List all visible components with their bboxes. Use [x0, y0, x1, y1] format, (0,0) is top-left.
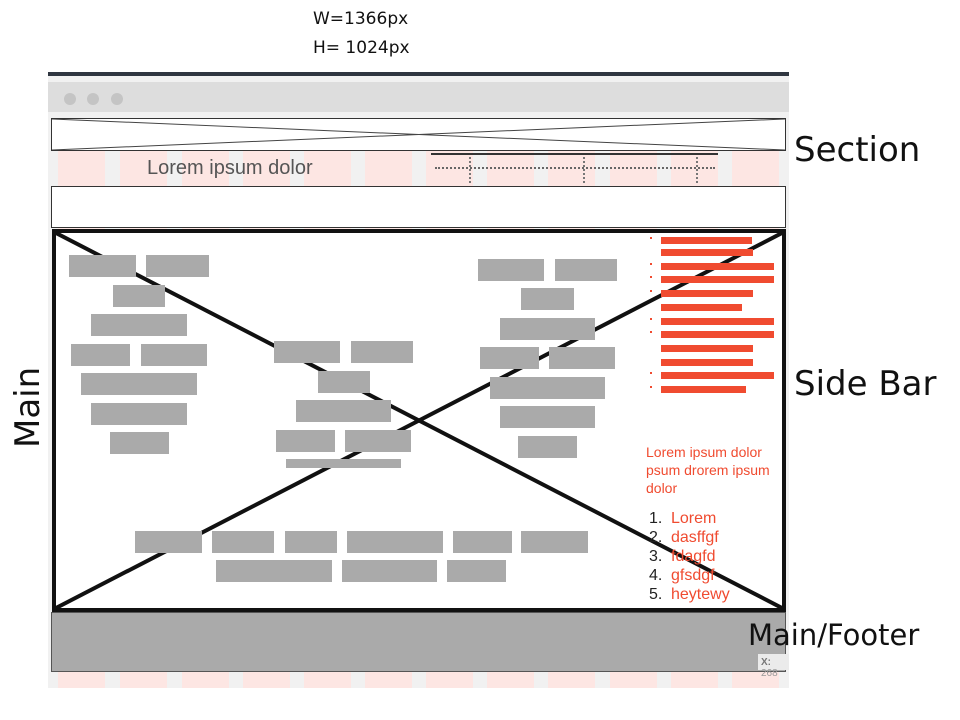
content-block [296, 400, 391, 422]
browser-titlebar [48, 82, 789, 112]
content-block [490, 377, 605, 399]
sidebar-paragraph: Lorem ipsum dolor psum drorem ipsum dolo… [646, 444, 770, 496]
content-block [345, 430, 411, 452]
main-content-area: Lorem ipsum dolor psum drorem ipsum dolo… [52, 229, 786, 612]
content-block [212, 531, 274, 553]
content-block [91, 314, 187, 336]
browser-window: Lorem ipsum dolor [48, 76, 789, 688]
content-block [276, 430, 335, 452]
header-row: Lorem ipsum dolor [48, 151, 789, 186]
coordinate-readout: X: 268 [758, 654, 789, 679]
dotted-navigation[interactable] [431, 153, 718, 183]
content-block [480, 347, 539, 369]
content-block [521, 531, 588, 553]
window-minimize-dot[interactable] [87, 93, 99, 105]
list-item[interactable]: 4. gfsdgf [649, 567, 715, 584]
header-image-placeholder [51, 118, 786, 151]
footer-label: Main/Footer [748, 618, 920, 652]
content-block [318, 371, 370, 393]
content-block [135, 531, 202, 553]
site-headline: Lorem ipsum dolor [147, 157, 313, 179]
content-block [113, 285, 165, 307]
footer-block [51, 612, 786, 672]
window-close-dot[interactable] [64, 93, 76, 105]
list-item[interactable]: 2. dasffgf [649, 529, 719, 546]
content-block [141, 344, 207, 366]
content-block [549, 347, 615, 369]
sidebar-label: Side Bar [794, 364, 937, 404]
content-block [521, 288, 574, 310]
content-block [81, 373, 197, 395]
content-block [347, 531, 443, 553]
list-item[interactable]: 1. Lorem [649, 510, 717, 527]
content-block [91, 403, 187, 425]
content-block [447, 560, 506, 582]
content-block [555, 259, 617, 281]
content-block [342, 560, 437, 582]
sidebar-numbered-list: 1. Lorem 2. dasffgf 3. fdagfd 4. gfsdgf 5. he… [649, 509, 730, 604]
content-block [478, 259, 544, 281]
content-block [69, 255, 136, 277]
browser-top-border [48, 72, 789, 76]
height-annotation: H= 1024px [313, 38, 410, 58]
content-block [71, 344, 130, 366]
section-box [51, 186, 786, 228]
section-label: Section [794, 130, 921, 170]
content-block [216, 560, 332, 582]
list-item[interactable]: 3. fdagfd [649, 548, 716, 565]
content-block [500, 406, 595, 428]
content-block [500, 318, 595, 340]
main-label: Main [8, 366, 48, 448]
content-block [285, 531, 337, 553]
content-block [146, 255, 209, 277]
content-block [274, 341, 340, 363]
window-maximize-dot[interactable] [111, 93, 123, 105]
content-block [453, 531, 512, 553]
list-item[interactable]: 5. heytewy [649, 586, 730, 603]
content-block [286, 459, 401, 468]
width-annotation: W=1366px [313, 9, 409, 29]
content-block [351, 341, 413, 363]
content-block [518, 436, 577, 458]
content-block [110, 432, 169, 454]
